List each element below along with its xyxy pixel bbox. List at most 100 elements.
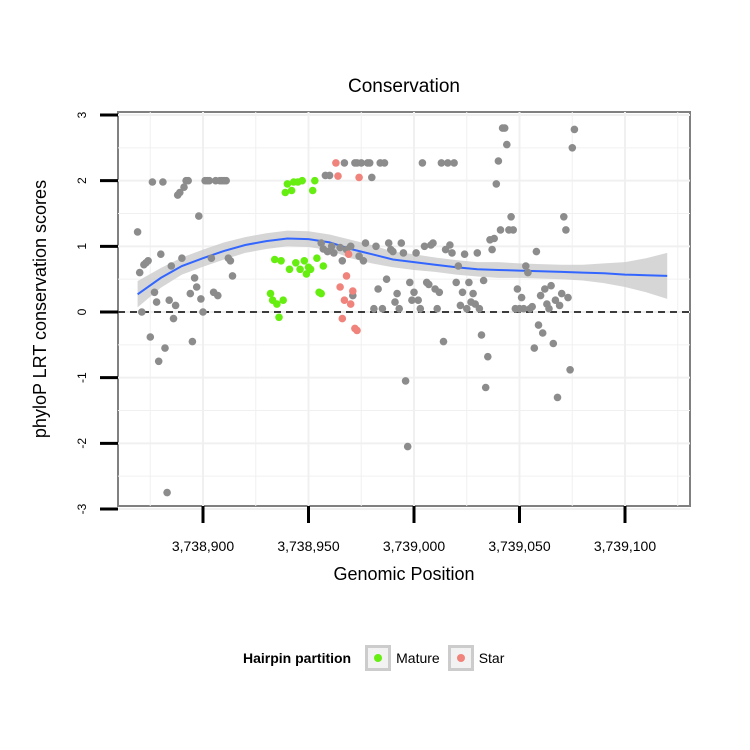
point-other bbox=[401, 377, 410, 385]
point-other bbox=[532, 247, 541, 256]
legend-key-mature bbox=[365, 645, 392, 671]
point-other bbox=[519, 304, 528, 313]
point-other bbox=[150, 288, 159, 297]
point-other bbox=[463, 304, 471, 313]
point-other bbox=[327, 242, 336, 251]
point-other bbox=[397, 239, 406, 247]
point-other bbox=[437, 159, 446, 167]
point-other bbox=[503, 140, 511, 149]
point-other bbox=[370, 304, 378, 313]
point-mature bbox=[270, 255, 279, 264]
point-other bbox=[171, 301, 180, 310]
point-other bbox=[207, 254, 216, 262]
point-other bbox=[534, 321, 543, 329]
x-tick-label: 3,738,950 bbox=[277, 538, 339, 554]
point-other bbox=[522, 262, 530, 270]
point-other bbox=[418, 159, 427, 167]
point-other bbox=[357, 159, 366, 167]
point-other bbox=[494, 157, 503, 165]
point-mature bbox=[277, 257, 285, 265]
point-star bbox=[334, 172, 342, 180]
point-mature bbox=[311, 176, 319, 185]
point-star bbox=[332, 159, 340, 167]
point-other bbox=[408, 296, 416, 305]
legend: Hairpin partition Mature Star bbox=[243, 644, 512, 672]
point-other bbox=[226, 257, 235, 265]
point-other bbox=[138, 308, 146, 316]
y-tick-label: 0 bbox=[75, 308, 89, 315]
point-other bbox=[176, 188, 184, 197]
point-other bbox=[538, 329, 547, 337]
legend-label-star: Star bbox=[478, 650, 505, 666]
y-tick-label: -1 bbox=[75, 372, 89, 383]
point-mature bbox=[300, 257, 309, 265]
point-other bbox=[154, 357, 163, 366]
point-other bbox=[414, 296, 423, 305]
point-star bbox=[336, 283, 344, 291]
point-other bbox=[359, 257, 368, 265]
point-other bbox=[416, 304, 425, 313]
point-star bbox=[353, 326, 361, 335]
point-other bbox=[475, 304, 484, 313]
legend-key-star bbox=[447, 645, 474, 671]
point-other bbox=[186, 289, 195, 298]
point-other bbox=[144, 257, 152, 265]
point-other bbox=[361, 239, 370, 247]
point-other bbox=[178, 254, 186, 262]
point-other bbox=[524, 268, 532, 277]
point-other bbox=[180, 183, 188, 191]
point-star bbox=[346, 300, 355, 308]
point-other bbox=[190, 274, 199, 282]
point-other bbox=[412, 249, 420, 257]
confidence-band bbox=[137, 230, 668, 308]
point-other bbox=[133, 228, 142, 236]
point-other bbox=[317, 239, 326, 247]
point-other bbox=[509, 226, 517, 234]
point-other bbox=[560, 213, 568, 221]
point-other bbox=[165, 296, 173, 305]
point-other bbox=[547, 281, 555, 290]
x-tick-label: 3,738,900 bbox=[172, 538, 234, 554]
point-mature bbox=[308, 186, 317, 195]
point-mature bbox=[285, 265, 294, 274]
point-other bbox=[469, 289, 477, 298]
point-other bbox=[167, 262, 176, 270]
point-other bbox=[148, 178, 157, 186]
point-mature bbox=[319, 262, 328, 270]
point-other bbox=[549, 339, 558, 348]
point-other bbox=[555, 301, 564, 310]
point-other bbox=[496, 226, 505, 234]
point-other bbox=[214, 291, 222, 300]
point-mature bbox=[306, 265, 315, 274]
point-star bbox=[344, 250, 353, 258]
point-other bbox=[450, 159, 458, 167]
point-other bbox=[368, 173, 376, 182]
point-mature bbox=[317, 289, 326, 298]
point-other bbox=[152, 298, 161, 306]
y-tick-label: -2 bbox=[75, 438, 89, 449]
point-other bbox=[456, 301, 465, 310]
point-other bbox=[406, 278, 414, 287]
point-other bbox=[399, 249, 408, 257]
point-other bbox=[336, 243, 344, 252]
point-other bbox=[192, 283, 201, 291]
point-other bbox=[492, 180, 501, 188]
point-mature bbox=[296, 265, 304, 274]
point-other bbox=[460, 250, 469, 258]
point-other bbox=[346, 242, 355, 251]
point-other bbox=[330, 249, 338, 257]
point-other bbox=[163, 488, 171, 497]
point-other bbox=[403, 442, 412, 451]
point-other bbox=[205, 176, 214, 185]
x-axis-label: Genomic Position bbox=[333, 564, 474, 584]
point-other bbox=[195, 212, 203, 220]
legend-label-mature: Mature bbox=[396, 650, 440, 666]
plot-panel bbox=[117, 111, 691, 507]
point-other bbox=[323, 247, 332, 256]
smooth-line bbox=[137, 237, 668, 296]
point-mature bbox=[292, 259, 300, 267]
point-mature bbox=[287, 186, 296, 195]
point-other bbox=[551, 296, 560, 305]
point-other bbox=[566, 366, 574, 374]
